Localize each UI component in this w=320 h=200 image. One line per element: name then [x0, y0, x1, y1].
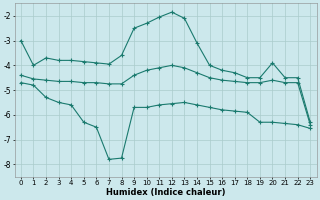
X-axis label: Humidex (Indice chaleur): Humidex (Indice chaleur): [106, 188, 225, 197]
